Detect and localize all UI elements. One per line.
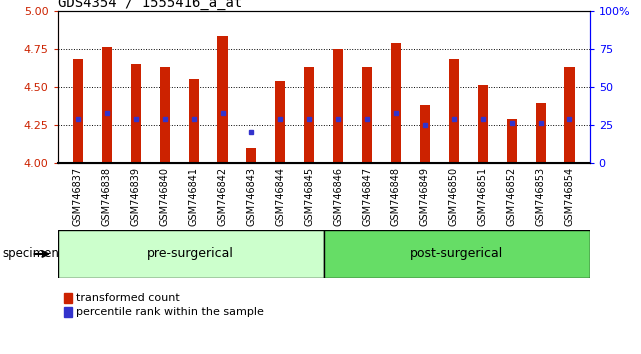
Bar [160,67,170,163]
Bar [535,103,545,163]
Bar [304,67,314,163]
Text: GSM746849: GSM746849 [420,166,430,225]
Bar [217,36,228,163]
Bar [131,64,141,163]
Text: pre-surgerical: pre-surgerical [147,247,234,261]
Text: GSM746853: GSM746853 [536,166,545,225]
Text: GDS4354 / 1555416_a_at: GDS4354 / 1555416_a_at [58,0,242,10]
Text: GSM746850: GSM746850 [449,166,459,225]
Text: GSM746844: GSM746844 [276,166,285,225]
Text: specimen: specimen [2,247,59,261]
Text: GSM746847: GSM746847 [362,166,372,225]
Bar [102,47,112,163]
Text: GSM746851: GSM746851 [478,166,488,225]
Text: GSM746848: GSM746848 [391,166,401,225]
Bar [333,49,343,163]
Text: GSM746842: GSM746842 [217,166,228,225]
Bar [391,42,401,163]
Bar [58,230,324,278]
Text: GSM746846: GSM746846 [333,166,343,225]
Text: transformed count: transformed count [76,293,179,303]
Bar [420,105,430,163]
Text: GSM746837: GSM746837 [73,166,83,225]
Text: post-surgerical: post-surgerical [410,247,503,261]
Text: GSM746840: GSM746840 [160,166,170,225]
Text: GSM746854: GSM746854 [565,166,574,225]
Text: GSM746841: GSM746841 [188,166,199,225]
Bar [246,148,256,163]
Bar [565,67,574,163]
Bar [478,85,488,163]
Bar [362,67,372,163]
Text: GSM746852: GSM746852 [506,166,517,226]
Text: GSM746843: GSM746843 [246,166,256,225]
Bar [275,81,285,163]
Bar [449,59,459,163]
Bar [73,59,83,163]
Bar [188,79,199,163]
Text: GSM746838: GSM746838 [102,166,112,225]
Bar [324,230,590,278]
Bar [506,119,517,163]
Text: GSM746839: GSM746839 [131,166,141,225]
Text: GSM746845: GSM746845 [304,166,314,225]
Text: percentile rank within the sample: percentile rank within the sample [76,307,263,317]
